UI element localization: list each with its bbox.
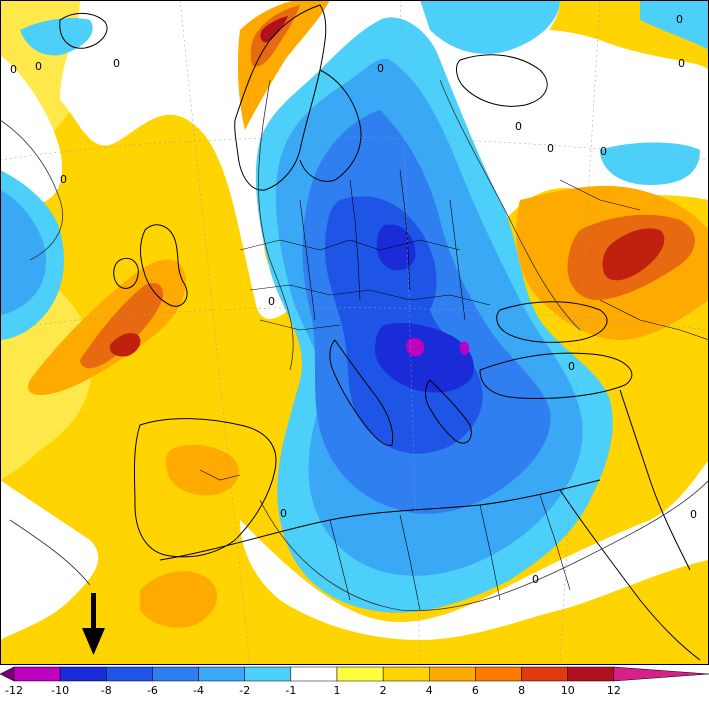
legend-tick-label: -4 (193, 684, 204, 697)
extreme-cold-spot-2 (459, 341, 470, 356)
zero-contours (0, 79, 709, 612)
legend-tick-label: -8 (101, 684, 112, 697)
legend-swatch (244, 666, 292, 682)
legend-swatch (106, 666, 153, 682)
contour-label: 0 (690, 508, 697, 521)
legend-tick-label: 8 (518, 684, 525, 697)
legend-tick-label: 6 (472, 684, 479, 697)
legend-swatch (521, 666, 568, 682)
hot-zone-atlantic (80, 282, 164, 369)
map-canvas: 0 0 0 0 0 0 0 0 0 0 0 0 0 0 0 (0, 0, 709, 665)
contour-label: 0 (268, 295, 275, 308)
cold-zone-north-cap (420, 0, 560, 54)
legend-arrow-left (0, 666, 15, 682)
political-borders (199, 169, 709, 611)
legend-swatch (13, 666, 61, 682)
warm-zone-iberia (165, 444, 239, 496)
contour-label: 0 (568, 360, 575, 373)
legend-swatch (290, 666, 338, 682)
contour-label: 0 (10, 63, 17, 76)
contour-label: 0 (35, 60, 42, 73)
contour-label: 0 (60, 173, 67, 186)
hot-zone-east-core (602, 228, 665, 281)
cold-zone-east-patch (600, 142, 700, 185)
hot-zone-atlantic-core (109, 333, 141, 357)
cold-zone-northwest-strip (20, 18, 93, 56)
contour-label: 0 (532, 573, 539, 586)
legend-arrow-right (613, 666, 709, 682)
legend-tick-label: 4 (426, 684, 433, 697)
legend-canvas: -12 -10 -8 -6 -4 -2 -1 1 2 4 6 8 10 12 (0, 666, 709, 697)
temperature-anomaly-map: 0 0 0 0 0 0 0 0 0 0 0 0 0 0 0 (0, 0, 709, 665)
cold-core-north (376, 224, 416, 271)
legend-swatch (567, 666, 615, 682)
contour-label: 0 (377, 62, 384, 75)
cold-zone-west-blue (0, 190, 46, 315)
neutral-zone-west-atlantic (0, 480, 99, 640)
legend-swatch (382, 666, 430, 682)
contour-label: 0 (515, 120, 522, 133)
neutral-zone-northwest (0, 55, 62, 204)
cold-core-balkans (375, 323, 474, 393)
cold-zone-far-north (640, 0, 709, 50)
contour-label: 0 (676, 13, 683, 26)
legend-tick-label: 1 (334, 684, 341, 697)
legend-tick-label: 10 (561, 684, 575, 697)
legend-tick-label: -2 (239, 684, 250, 697)
legend-tick-label: 12 (607, 684, 621, 697)
lat-lon-grid (0, 0, 709, 665)
legend-tick-label: -12 (5, 684, 23, 697)
contour-label: 0 (113, 57, 120, 70)
contour-label: 0 (678, 57, 685, 70)
legend-swatch (475, 666, 522, 682)
legend-tick-label: -6 (147, 684, 158, 697)
down-arrow-icon (82, 593, 105, 655)
hot-zone-scandinavia-core (260, 16, 288, 43)
neutral-zone-south (240, 460, 709, 640)
legend-tick-label: 2 (380, 684, 387, 697)
warm-zone-southwest (140, 571, 218, 628)
legend-tick-label: -1 (285, 684, 296, 697)
legend-swatch (336, 666, 384, 682)
legend-swatch (429, 666, 476, 682)
contour-label: 0 (280, 507, 287, 520)
color-legend: -12 -10 -8 -6 -4 -2 -1 1 2 4 6 8 10 12 (0, 665, 709, 702)
contour-labels: 0 0 0 0 0 0 0 0 0 0 0 0 0 0 0 (10, 13, 697, 586)
legend-swatch (198, 666, 245, 682)
contour-label: 0 (600, 145, 607, 158)
contour-label: 0 (547, 142, 554, 155)
legend-tick-label: -10 (51, 684, 69, 697)
legend-swatch (59, 666, 107, 682)
legend-swatch (152, 666, 199, 682)
coastlines (59, 4, 701, 661)
